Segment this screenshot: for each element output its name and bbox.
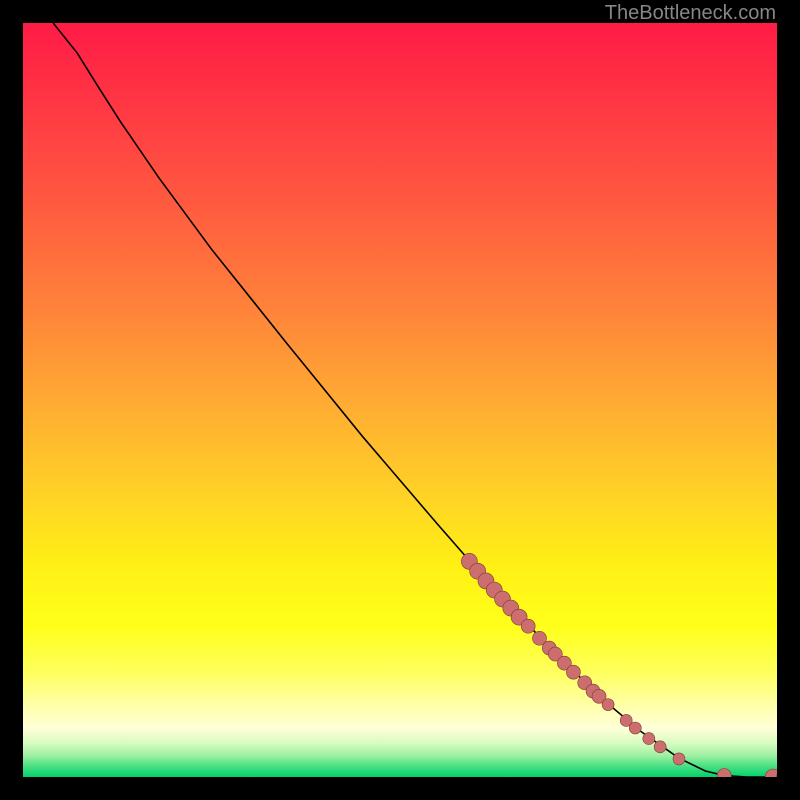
chart-marker: [521, 619, 535, 633]
chart-markers: [461, 553, 777, 777]
chart-overlay: [23, 23, 777, 777]
chart-plot-area: [23, 23, 777, 777]
chart-marker: [643, 733, 655, 745]
chart-marker: [717, 768, 731, 777]
chart-marker: [765, 769, 777, 777]
chart-marker: [673, 753, 685, 765]
chart-marker: [566, 665, 580, 679]
attribution-text: TheBottleneck.com: [605, 2, 776, 25]
chart-marker: [654, 741, 666, 753]
chart-curve: [53, 23, 777, 777]
chart-marker: [602, 699, 614, 711]
chart-marker: [629, 722, 641, 734]
